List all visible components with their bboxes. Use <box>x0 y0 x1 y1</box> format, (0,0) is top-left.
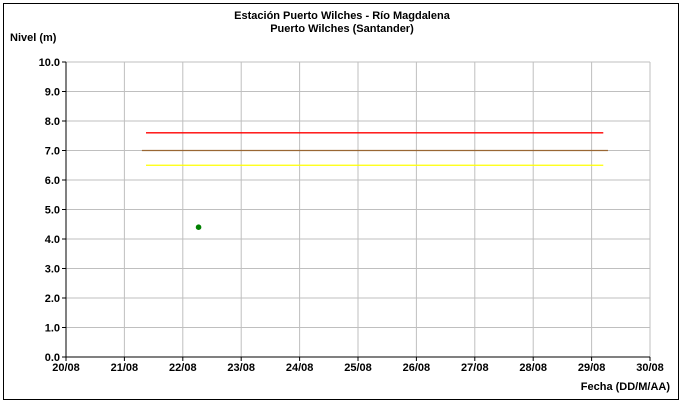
y-tick-label: 3.0 <box>45 264 60 276</box>
chart-title: Estación Puerto Wilches - Río Magdalena <box>234 10 450 22</box>
x-tick-label: 22/08 <box>169 362 197 374</box>
y-tick-label: 7.0 <box>45 146 60 158</box>
x-tick-label: 20/08 <box>52 362 80 374</box>
y-tick-label: 9.0 <box>45 87 60 99</box>
x-tick-label: 25/08 <box>344 362 372 374</box>
y-tick-label: 0.0 <box>45 352 60 364</box>
x-axis-label: Fecha (DD/M/AA) <box>580 381 670 393</box>
x-tick-label: 30/08 <box>636 362 664 374</box>
data-point <box>195 224 202 230</box>
y-tick-label: 4.0 <box>45 234 60 246</box>
chart-title-block: Estación Puerto Wilches - Río Magdalena … <box>0 10 684 36</box>
x-tick-label: 26/08 <box>403 362 431 374</box>
x-tick-label: 23/08 <box>227 362 255 374</box>
y-tick-label: 6.0 <box>45 175 60 187</box>
x-tick-label: 27/08 <box>461 362 489 374</box>
y-tick-label: 2.0 <box>45 293 60 305</box>
y-tick-label: 1.0 <box>45 323 60 335</box>
y-tick-label: 10.0 <box>39 57 60 69</box>
chart-subtitle: Puerto Wilches (Santander) <box>270 23 414 35</box>
y-tick-label: 5.0 <box>45 205 60 217</box>
x-tick-label: 28/08 <box>519 362 547 374</box>
x-tick-label: 24/08 <box>286 362 314 374</box>
chart-frame <box>3 3 679 400</box>
y-tick-label: 8.0 <box>45 116 60 128</box>
x-tick-label: 21/08 <box>111 362 139 374</box>
y-axis-label: Nivel (m) <box>10 32 57 44</box>
x-tick-label: 29/08 <box>578 362 606 374</box>
